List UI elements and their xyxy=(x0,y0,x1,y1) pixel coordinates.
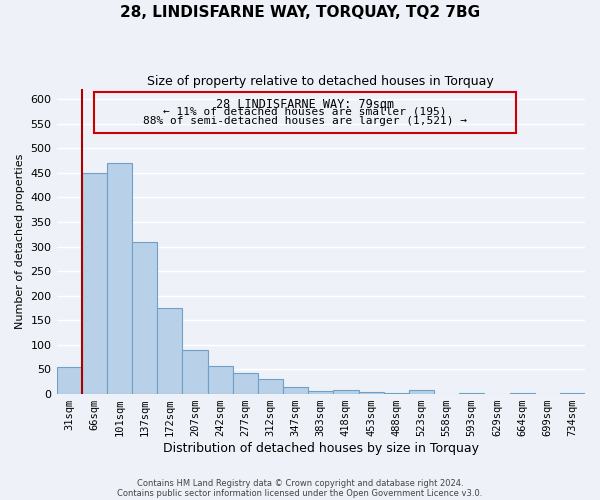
Text: 28, LINDISFARNE WAY, TORQUAY, TQ2 7BG: 28, LINDISFARNE WAY, TORQUAY, TQ2 7BG xyxy=(120,5,480,20)
Bar xyxy=(334,390,359,394)
Text: Contains HM Land Registry data © Crown copyright and database right 2024.: Contains HM Land Registry data © Crown c… xyxy=(137,478,463,488)
Text: Contains public sector information licensed under the Open Government Licence v3: Contains public sector information licen… xyxy=(118,488,482,498)
Text: ← 11% of detached houses are smaller (195): ← 11% of detached houses are smaller (19… xyxy=(163,106,446,117)
Title: Size of property relative to detached houses in Torquay: Size of property relative to detached ho… xyxy=(148,75,494,88)
Bar xyxy=(409,390,434,394)
Bar xyxy=(107,163,132,394)
Bar xyxy=(283,386,308,394)
X-axis label: Distribution of detached houses by size in Torquay: Distribution of detached houses by size … xyxy=(163,442,479,455)
Bar xyxy=(56,367,82,394)
Bar xyxy=(459,392,484,394)
Bar xyxy=(509,393,535,394)
Bar xyxy=(208,366,233,394)
Bar xyxy=(560,393,585,394)
Bar xyxy=(233,374,258,394)
Bar xyxy=(82,173,107,394)
Bar xyxy=(157,308,182,394)
Bar xyxy=(132,242,157,394)
Bar xyxy=(182,350,208,394)
Y-axis label: Number of detached properties: Number of detached properties xyxy=(15,154,25,330)
Text: 28 LINDISFARNE WAY: 79sqm: 28 LINDISFARNE WAY: 79sqm xyxy=(216,98,394,110)
Bar xyxy=(359,392,383,394)
Bar xyxy=(258,380,283,394)
Text: 88% of semi-detached houses are larger (1,521) →: 88% of semi-detached houses are larger (… xyxy=(143,116,467,126)
Bar xyxy=(94,92,517,134)
Bar xyxy=(383,392,409,394)
Bar xyxy=(308,391,334,394)
